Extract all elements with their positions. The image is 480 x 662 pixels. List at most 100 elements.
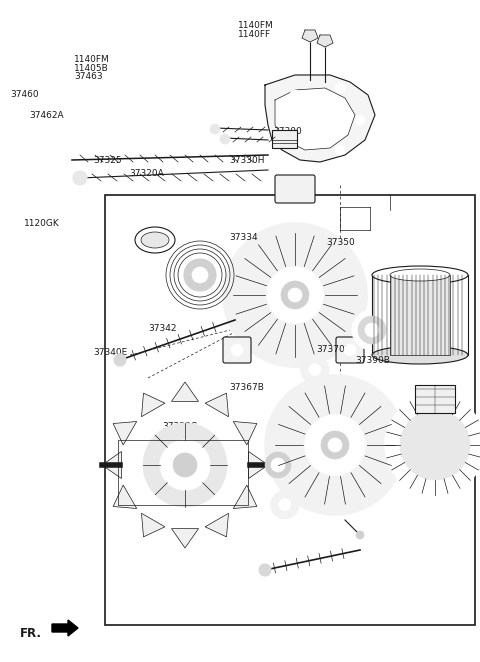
Bar <box>118 440 248 505</box>
FancyBboxPatch shape <box>223 337 251 363</box>
Polygon shape <box>302 30 318 42</box>
Text: 37462A: 37462A <box>30 111 64 120</box>
Polygon shape <box>113 422 137 445</box>
Circle shape <box>288 288 302 302</box>
Circle shape <box>309 363 321 375</box>
Circle shape <box>398 445 426 473</box>
Bar <box>390 275 450 355</box>
Circle shape <box>352 310 392 350</box>
Polygon shape <box>113 485 137 508</box>
Polygon shape <box>171 528 199 548</box>
Text: 1120GK: 1120GK <box>24 219 60 228</box>
Circle shape <box>400 410 470 480</box>
Circle shape <box>271 458 285 472</box>
Text: 37367B: 37367B <box>229 383 264 393</box>
Text: 11405B: 11405B <box>74 64 109 73</box>
Polygon shape <box>102 451 121 479</box>
Polygon shape <box>171 382 199 401</box>
Text: 37460: 37460 <box>11 89 39 99</box>
Text: 1140FM: 1140FM <box>74 55 110 64</box>
Circle shape <box>305 415 365 475</box>
Circle shape <box>289 207 301 219</box>
Circle shape <box>143 423 227 507</box>
Bar <box>272 130 297 148</box>
Circle shape <box>223 223 367 367</box>
FancyBboxPatch shape <box>275 175 315 203</box>
Circle shape <box>210 124 220 134</box>
Text: 37334: 37334 <box>229 233 258 242</box>
Circle shape <box>335 145 345 155</box>
Circle shape <box>420 452 430 462</box>
Ellipse shape <box>372 266 468 284</box>
Bar <box>415 385 455 413</box>
Circle shape <box>460 452 470 462</box>
Ellipse shape <box>141 232 169 248</box>
Circle shape <box>267 267 323 323</box>
Polygon shape <box>265 75 375 162</box>
Circle shape <box>120 400 250 530</box>
Bar <box>372 275 468 355</box>
Circle shape <box>406 453 418 465</box>
Circle shape <box>192 267 208 283</box>
Circle shape <box>290 90 300 100</box>
Circle shape <box>410 460 420 470</box>
Circle shape <box>73 171 87 185</box>
Circle shape <box>259 564 271 576</box>
Circle shape <box>355 115 365 125</box>
Circle shape <box>335 83 345 93</box>
Text: 37325: 37325 <box>94 156 122 166</box>
Text: 1140FF: 1140FF <box>238 30 271 39</box>
Ellipse shape <box>372 346 468 364</box>
Bar <box>105 195 475 625</box>
Text: 37340E: 37340E <box>94 348 128 357</box>
Circle shape <box>356 531 364 539</box>
Text: 37463: 37463 <box>74 72 103 81</box>
Circle shape <box>450 461 460 471</box>
Circle shape <box>162 237 238 313</box>
Circle shape <box>430 459 440 469</box>
Text: 36184E: 36184E <box>162 431 196 440</box>
Circle shape <box>440 468 450 478</box>
Text: 37390B: 37390B <box>355 356 390 365</box>
Circle shape <box>328 438 342 452</box>
Text: 37320A: 37320A <box>130 169 164 178</box>
Circle shape <box>114 354 126 366</box>
Circle shape <box>265 452 291 478</box>
Circle shape <box>385 395 480 495</box>
Circle shape <box>271 491 299 519</box>
Polygon shape <box>233 485 257 508</box>
Circle shape <box>358 316 386 344</box>
Polygon shape <box>275 88 355 150</box>
Polygon shape <box>142 393 165 416</box>
Polygon shape <box>317 35 333 47</box>
Circle shape <box>321 431 349 459</box>
Polygon shape <box>249 451 268 479</box>
FancyBboxPatch shape <box>336 337 364 363</box>
Polygon shape <box>52 620 78 636</box>
Text: 37338C: 37338C <box>162 422 197 431</box>
Circle shape <box>344 344 356 356</box>
Text: FR.: FR. <box>20 627 42 640</box>
Circle shape <box>160 440 210 490</box>
Circle shape <box>265 375 405 515</box>
Circle shape <box>220 134 230 144</box>
Polygon shape <box>142 513 165 537</box>
Circle shape <box>231 344 243 356</box>
Text: 37350: 37350 <box>326 238 355 247</box>
Polygon shape <box>205 393 228 416</box>
Circle shape <box>470 458 480 468</box>
Text: 37330H: 37330H <box>229 156 265 166</box>
Circle shape <box>301 355 329 384</box>
Circle shape <box>258 445 298 485</box>
Circle shape <box>365 323 379 337</box>
Text: 1140FM: 1140FM <box>238 21 273 30</box>
Ellipse shape <box>390 269 450 281</box>
Ellipse shape <box>135 227 175 253</box>
Text: 37300: 37300 <box>274 126 302 136</box>
Circle shape <box>184 259 216 291</box>
Polygon shape <box>205 513 228 537</box>
Circle shape <box>173 453 197 477</box>
Text: 37370B: 37370B <box>316 345 351 354</box>
Circle shape <box>281 281 309 309</box>
Polygon shape <box>233 422 257 445</box>
